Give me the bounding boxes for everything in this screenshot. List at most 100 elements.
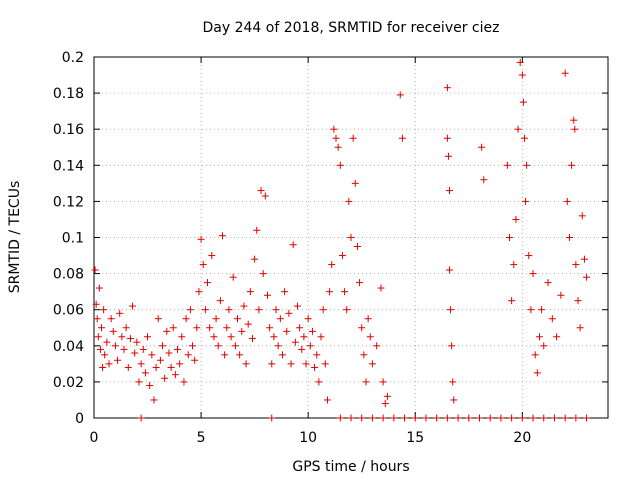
data-point	[444, 152, 452, 160]
data-point	[219, 232, 226, 240]
data-point	[319, 306, 327, 314]
data-point	[100, 306, 108, 314]
data-points	[91, 58, 591, 422]
data-point	[94, 333, 102, 341]
data-point	[105, 360, 113, 368]
data-point	[186, 306, 194, 314]
data-point	[529, 414, 537, 422]
data-point	[99, 363, 107, 371]
data-point	[263, 291, 271, 299]
data-point	[364, 315, 372, 323]
data-point	[446, 266, 454, 274]
data-point	[553, 333, 561, 341]
data-point	[91, 266, 99, 274]
data-point	[373, 342, 381, 350]
data-point	[244, 320, 252, 328]
data-point	[287, 360, 295, 368]
data-point	[540, 342, 548, 350]
data-point	[368, 360, 376, 368]
x-tick-label: 10	[299, 430, 317, 446]
data-point	[338, 252, 346, 260]
data-point	[248, 335, 256, 343]
data-point	[583, 414, 591, 422]
data-point	[146, 382, 154, 390]
data-point	[193, 324, 201, 332]
data-point	[422, 414, 430, 422]
data-point	[178, 333, 186, 341]
data-point	[447, 306, 455, 314]
data-point	[568, 161, 576, 169]
data-point	[206, 324, 214, 332]
data-point	[225, 306, 233, 314]
data-point	[570, 116, 578, 124]
data-point	[159, 342, 167, 350]
data-point	[356, 279, 364, 287]
data-point	[323, 396, 331, 404]
data-point	[533, 369, 541, 377]
data-point	[270, 333, 278, 341]
data-point	[510, 261, 518, 269]
data-point	[341, 288, 349, 296]
data-point	[118, 333, 126, 341]
data-point	[293, 302, 301, 310]
data-point	[246, 288, 254, 296]
data-point	[401, 414, 409, 422]
data-point	[210, 333, 218, 341]
data-point	[163, 327, 171, 335]
data-point	[156, 356, 164, 364]
data-point	[527, 306, 535, 314]
data-point	[251, 255, 259, 263]
data-point	[563, 197, 571, 205]
data-point	[278, 351, 286, 359]
data-point	[326, 288, 334, 296]
data-point	[497, 414, 505, 422]
data-point	[508, 414, 516, 422]
data-point	[358, 414, 366, 422]
data-point	[96, 345, 104, 353]
data-point	[139, 345, 147, 353]
data-point	[520, 134, 528, 142]
data-point	[133, 338, 141, 346]
data-point	[311, 363, 319, 371]
data-point	[114, 356, 122, 364]
data-point	[174, 345, 182, 353]
data-point	[306, 342, 314, 350]
data-point	[328, 261, 336, 269]
data-point	[360, 351, 368, 359]
data-point	[390, 414, 398, 422]
data-point	[109, 327, 117, 335]
data-point	[351, 179, 359, 187]
data-point	[379, 414, 387, 422]
data-point	[446, 187, 454, 195]
data-point	[171, 371, 179, 379]
data-point	[578, 212, 586, 220]
data-point	[189, 342, 197, 350]
y-tick-label: 0.2	[62, 50, 84, 66]
data-point	[214, 342, 222, 350]
data-point	[129, 302, 137, 310]
y-tick-label: 0.1	[62, 231, 84, 247]
data-point	[330, 125, 338, 133]
data-point	[191, 356, 199, 364]
data-point	[283, 327, 291, 335]
y-axis-label: SRMTID / TECUs	[7, 181, 23, 294]
data-point	[514, 125, 522, 133]
data-point	[169, 324, 177, 332]
data-point	[317, 333, 325, 341]
y-tick-label: 0.02	[53, 375, 84, 391]
data-point	[544, 279, 552, 287]
data-point	[334, 143, 342, 151]
y-tick-label: 0.04	[53, 339, 84, 355]
data-point	[103, 338, 111, 346]
data-point	[531, 351, 539, 359]
data-point	[93, 315, 101, 323]
data-point	[476, 414, 483, 422]
data-point	[276, 315, 284, 323]
data-point	[398, 134, 406, 142]
x-tick-label: 5	[197, 430, 206, 446]
data-point	[272, 306, 280, 314]
data-point	[223, 324, 231, 332]
data-point	[540, 414, 548, 422]
y-tick-label: 0.18	[53, 86, 84, 102]
